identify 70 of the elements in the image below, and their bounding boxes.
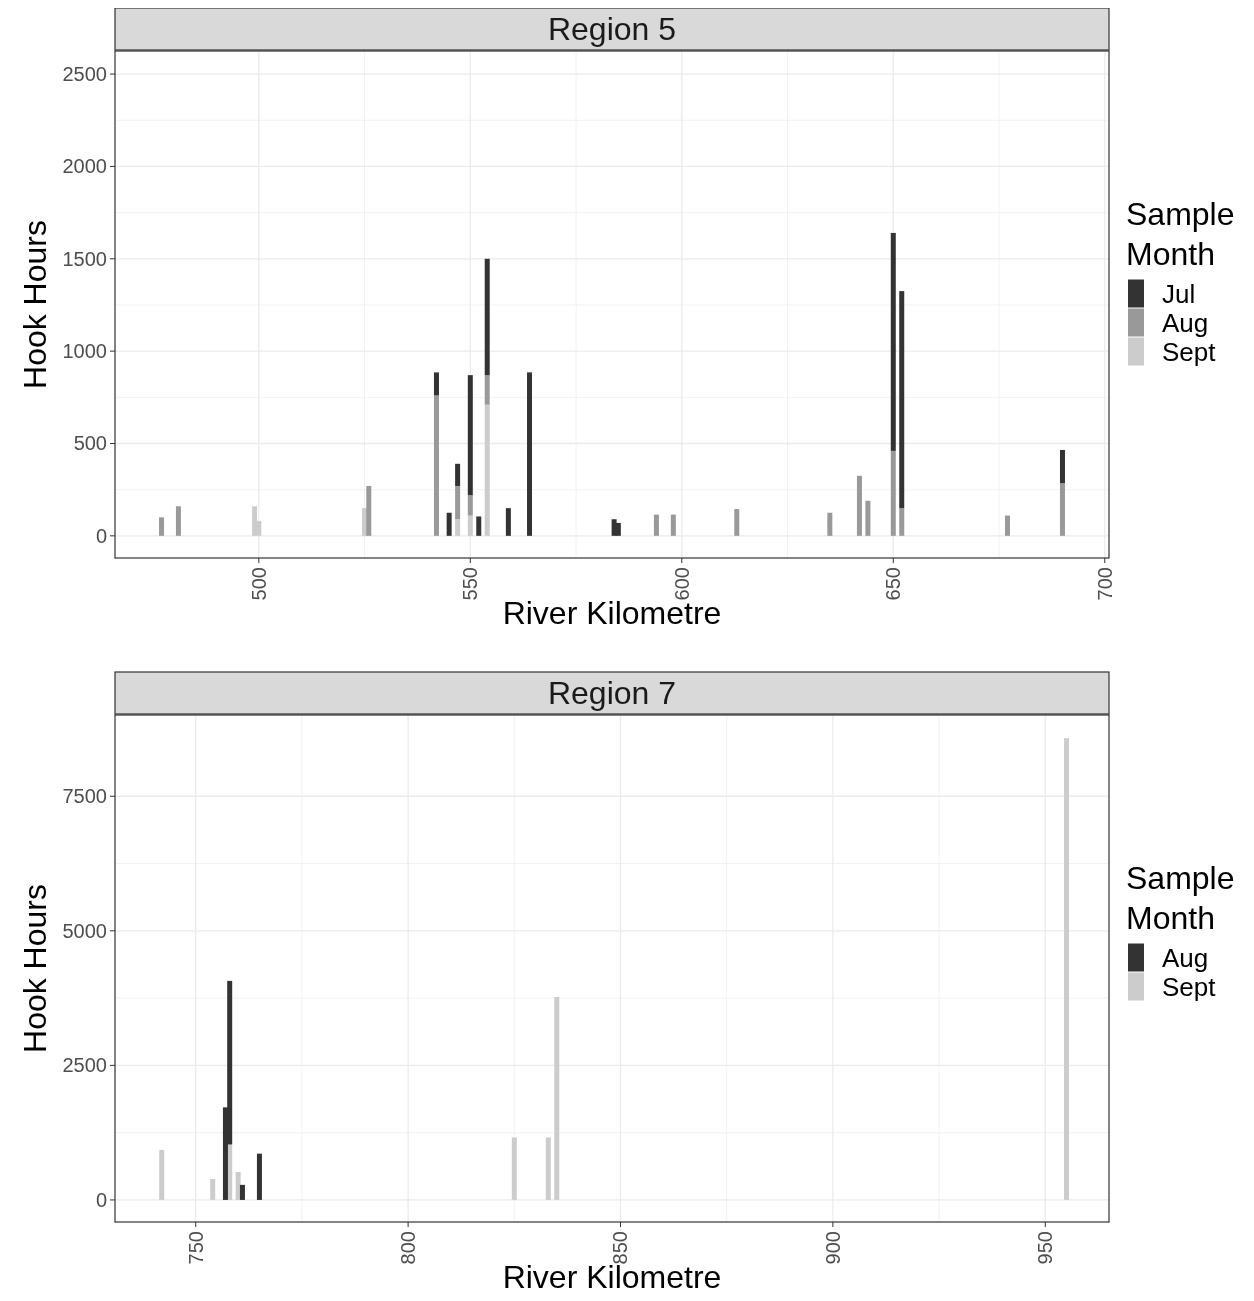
x-tick-label: 800 <box>397 1231 420 1265</box>
bar <box>484 404 490 536</box>
y-tick-label: 7500 <box>62 785 107 808</box>
bar <box>856 475 862 536</box>
y-axis-title: Hook Hours <box>17 220 53 389</box>
legend-label: Sept <box>1162 971 1217 1002</box>
bar <box>890 232 896 451</box>
y-tick-label: 2000 <box>62 155 107 178</box>
legend-label: Aug <box>1162 942 1209 973</box>
x-tick-label: 900 <box>821 1231 844 1265</box>
y-tick-label: 500 <box>73 432 107 455</box>
bar <box>433 395 439 536</box>
legend-title: Sample Month <box>1126 859 1235 936</box>
y-tick-label: 1500 <box>62 247 107 270</box>
bar <box>476 516 482 536</box>
y-tick-label: 5000 <box>62 919 107 942</box>
bar <box>159 517 165 536</box>
y-tick-label: 1000 <box>62 340 107 363</box>
y-tick-label: 0 <box>95 524 107 547</box>
bar <box>455 519 461 536</box>
bar <box>252 506 258 536</box>
bar <box>527 372 533 536</box>
bar <box>615 522 621 536</box>
bar <box>865 500 871 536</box>
bar <box>455 485 461 520</box>
bar <box>899 508 905 536</box>
legend-label: Jul <box>1162 278 1196 309</box>
bar <box>505 508 511 536</box>
x-tick-label: 550 <box>459 567 482 601</box>
x-tick-label: 650 <box>882 567 905 601</box>
bar <box>734 509 740 536</box>
bar <box>827 512 833 536</box>
bar <box>899 291 905 509</box>
bar <box>653 514 659 536</box>
y-tick-label: 0 <box>95 1188 107 1211</box>
legend-label: Sept <box>1162 336 1217 367</box>
bar <box>366 485 372 536</box>
bar <box>1064 738 1070 1200</box>
legend-title: Sample Month <box>1126 195 1235 272</box>
bar <box>545 1137 551 1200</box>
bar <box>554 997 560 1200</box>
bar <box>210 1178 216 1200</box>
chart-title: Region 7 <box>547 675 677 711</box>
bar <box>446 512 452 536</box>
bar <box>1004 515 1010 536</box>
bar <box>175 506 181 536</box>
bar <box>433 372 439 396</box>
bar <box>1059 483 1065 536</box>
y-tick-label: 2500 <box>62 1054 107 1077</box>
x-tick-label: 500 <box>247 567 270 601</box>
y-axis-title: Hook Hours <box>17 884 53 1053</box>
bar <box>467 495 473 516</box>
x-tick-label: 750 <box>184 1231 207 1265</box>
bar <box>455 463 461 486</box>
bar <box>467 515 473 536</box>
x-tick-label: 700 <box>1093 567 1116 601</box>
bar <box>239 1184 245 1200</box>
bar <box>256 1153 262 1200</box>
x-tick-label: 950 <box>1034 1231 1057 1265</box>
y-tick-label: 2500 <box>62 63 107 86</box>
bar <box>890 450 896 536</box>
bar <box>670 514 676 536</box>
bar <box>467 375 473 496</box>
bar <box>1059 449 1065 484</box>
bar <box>159 1149 165 1200</box>
chart-title: Region 5 <box>547 11 677 47</box>
bar <box>484 258 490 376</box>
legend-label: Aug <box>1162 307 1209 338</box>
bar <box>484 375 490 405</box>
bar <box>511 1137 517 1200</box>
